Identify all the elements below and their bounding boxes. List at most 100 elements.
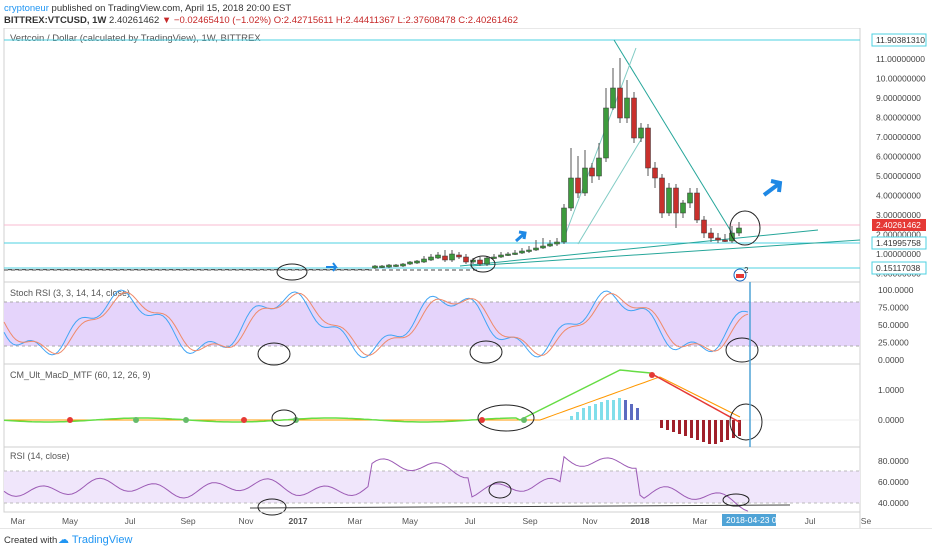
tradingview-brand: TradingView [71,534,133,546]
price-tick-label: 8.00000000 [876,113,921,123]
candle-body [15,269,19,271]
price-change: ▼ −0.02465410 (−1.02%) [161,15,272,26]
annotation-circle-1[interactable] [276,263,308,281]
stoch-band [4,302,860,346]
price-tick-label: 9.00000000 [876,93,921,103]
candle-body [372,265,378,269]
main-pane-title: Vertcoin / Dollar (calculated by Trading… [10,33,261,44]
candle-body [708,232,714,239]
candle-body [596,157,602,177]
macd-circle-1[interactable] [271,409,297,427]
candle-body [57,269,61,271]
macd-tick-label: 1.0000 [878,385,904,395]
time-tick-label: May [402,516,419,526]
macd-cross-dot [183,417,189,423]
macd-main-line [3,369,653,423]
candle-body [316,269,320,271]
rsi-circle-2[interactable] [488,481,512,499]
candle-body [540,245,546,249]
time-highlight: 2018-04-23 0 [726,515,777,525]
candle-body [463,256,469,263]
time-tick-label: Jul [805,516,816,526]
candle-body [225,269,229,271]
candle-body [302,269,306,271]
macd-hist-bar [714,420,717,444]
candle-body [351,269,355,271]
candle-body [505,253,511,256]
stoch-circle-1[interactable] [257,342,291,366]
macd-hist-bar [660,420,663,428]
candle-body [183,269,187,271]
macd-hist-bar [684,420,687,436]
candle-body [449,253,455,261]
candle-body [645,127,651,169]
annotation-circle-3[interactable] [729,210,761,246]
candle-body [477,259,483,265]
candle-body [421,258,427,263]
candle-body [575,177,581,194]
price-tick-label: 3.00000000 [876,210,921,220]
stoch-circle-3[interactable] [725,337,759,363]
candle-body [43,269,47,271]
macd-circle-2[interactable] [477,404,535,432]
candle-body [106,269,110,271]
price-tick-label: 1.00000000 [876,249,921,259]
macd-hist-bar [738,420,741,436]
candle-body [169,269,173,271]
rsi-tick-label: 40.0000 [878,498,909,508]
trendline-falling[interactable] [613,39,733,234]
candle-body [610,87,616,109]
candle-body [589,167,595,177]
arrow-right-icon [326,262,338,272]
candle-body [659,177,665,214]
macd-hist-bar [576,412,579,420]
tradingview-logo-link[interactable]: ☁ TradingView [58,534,133,546]
candle-body [673,187,679,214]
candle-body [582,167,588,194]
price-tick-label: 5.00000000 [876,171,921,181]
stoch-pane-title: Stoch RSI (3, 3, 14, 14, close) [10,288,130,298]
time-tick-label: Se [861,516,872,526]
candle-body [113,269,117,271]
candle-body [288,269,292,271]
candle-body [281,269,285,271]
candle-body [484,257,490,265]
stoch-circle-2[interactable] [469,340,503,364]
macd-hist-bar [588,406,591,420]
annotation-circle-2[interactable] [470,255,496,273]
price-tick-label: 2.00000000 [876,230,921,240]
rsi-circle-1[interactable] [257,498,287,516]
publish-line: cryptoneur published on TradingView.com,… [4,3,291,14]
arrow-up-right-icon [515,230,527,243]
symbol-label: BITTREX:VTCUSD, 1W [4,15,107,26]
stoch-tick-label: 75.0000 [878,303,909,313]
macd-circle-3[interactable] [729,403,763,441]
macd-cross-dot [133,417,139,423]
chart-area[interactable]: Vertcoin / Dollar (calculated by Trading… [0,28,932,528]
channel-line-1[interactable] [565,47,637,234]
candle-body [547,243,553,247]
author-link[interactable]: cryptoneur [4,3,49,14]
candle-body [442,255,448,261]
candle-body [379,265,385,268]
candle-body [701,219,707,234]
price-tick-label: 4.00000000 [876,191,921,201]
candle-body [267,269,271,271]
macd-axis: 1.0000 0.0000 [878,385,904,425]
candle-body [197,269,201,271]
candle-body [624,97,630,119]
candle-body [295,269,299,271]
candle-body [568,177,574,209]
channel-line-2[interactable] [577,137,643,245]
candle-body [190,269,194,271]
time-tick-label: Mar [11,516,26,526]
rsi-circle-3[interactable] [722,493,750,507]
trendline-rising-1[interactable] [459,229,819,267]
macd-main-line-down [651,373,741,424]
time-tick-label: Sep [180,516,195,526]
macd-hist-bar [702,420,705,442]
candle-body [85,269,89,271]
candle-body [134,269,138,271]
candle-body [36,269,40,271]
trendline-rising-2[interactable] [469,239,861,267]
